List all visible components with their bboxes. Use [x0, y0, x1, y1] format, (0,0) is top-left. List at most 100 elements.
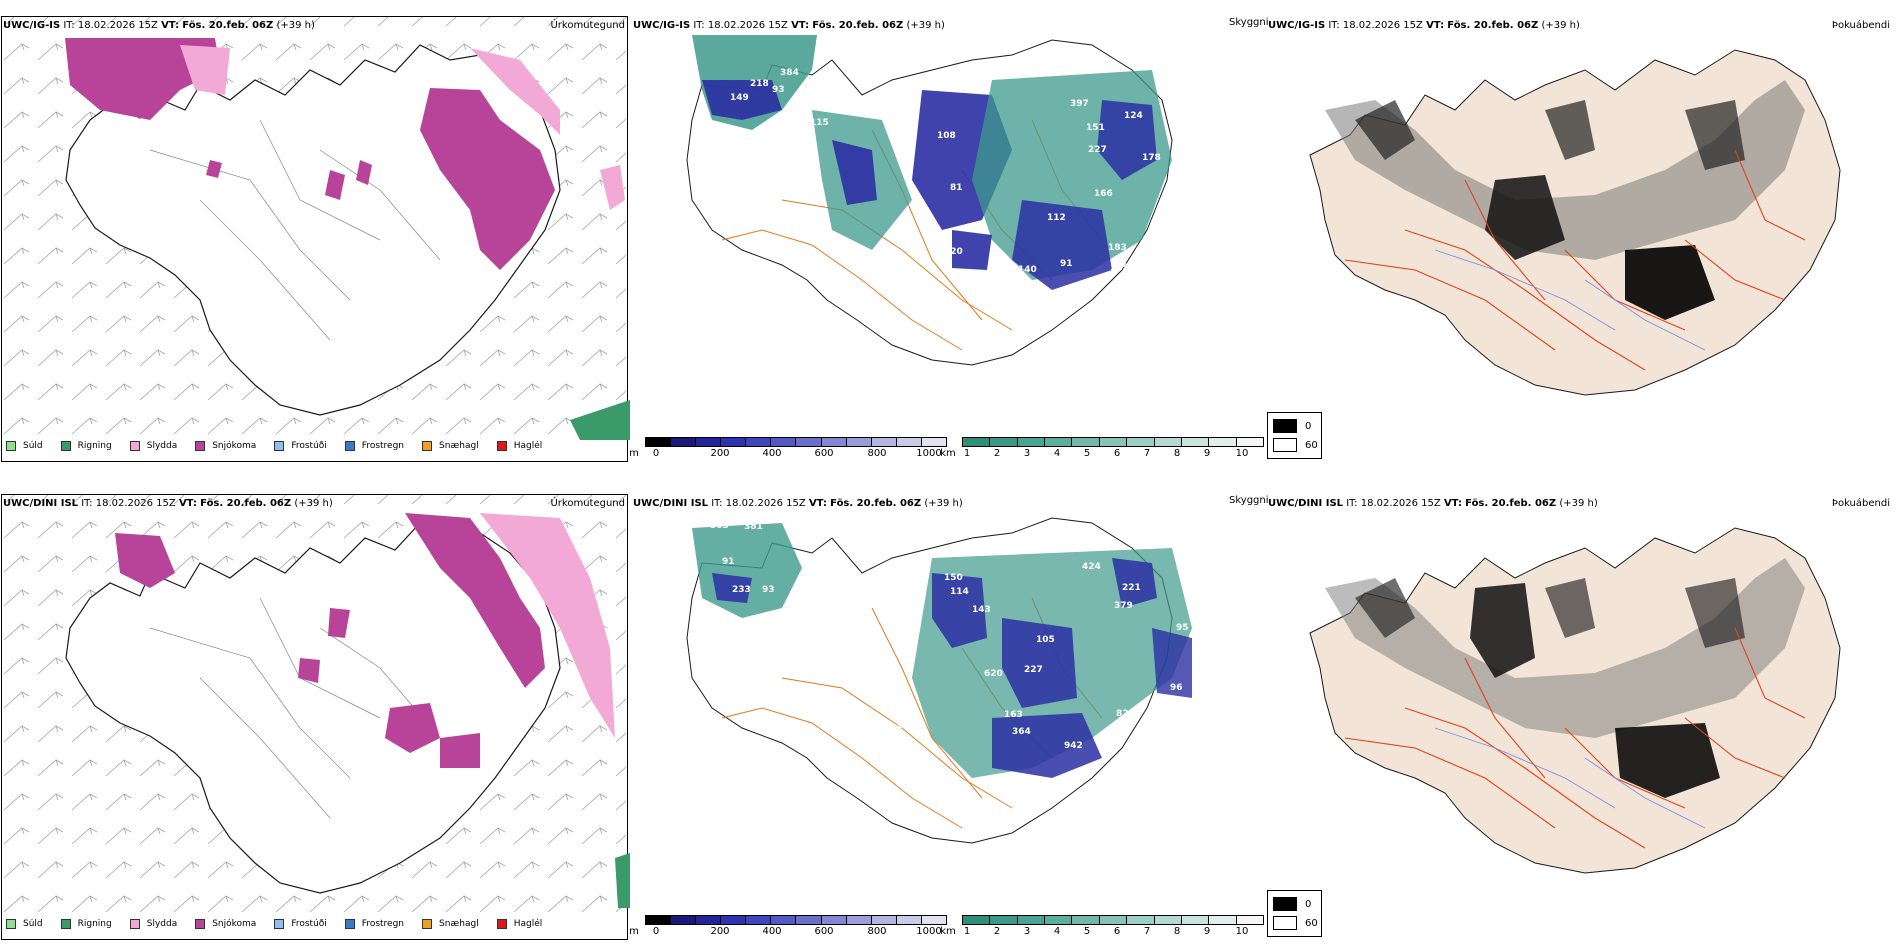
legend-swatch — [6, 441, 16, 451]
precip-type-legend: Súld Rigning Slydda Snjókoma Frostúði Fr… — [6, 438, 560, 454]
panel-header: UWC/DINI ISL IT: 18.02.2026 15Z VT: Fös.… — [3, 498, 333, 509]
map-value-label: 91 — [722, 557, 735, 567]
precip-map — [2, 17, 630, 440]
map-value-label: 221 — [1122, 583, 1141, 593]
map-value-label: 151 — [1086, 123, 1105, 133]
map-value-label: 115 — [810, 118, 829, 128]
legend-swatch — [129, 919, 140, 929]
map-value-label: 149 — [730, 93, 749, 103]
map-value-label: 143 — [972, 605, 991, 615]
panel-title: Skyggni — [1229, 17, 1269, 28]
map-value-label: 105 — [1036, 635, 1055, 645]
legend-swatch — [60, 919, 71, 929]
legend-swatch — [496, 441, 507, 451]
tick-label: 1000 — [916, 448, 942, 459]
legend-swatch — [1273, 916, 1297, 930]
cloudbase-colorbar: m 0 200 400 600 800 1000 — [629, 437, 947, 459]
colorbar-unit: m — [629, 448, 639, 459]
visibility-map: 503 381 91 233 93 150 114 143 620 227 10… — [686, 517, 1211, 844]
tick-label: 2 — [993, 448, 1001, 459]
map-value-label: 96 — [1170, 683, 1183, 693]
tick-label: 5 — [1083, 926, 1091, 937]
panel-header: UWC/IG-IS IT: 18.02.2026 15Z VT: Fös. 20… — [1268, 20, 1580, 31]
tick-label: 7 — [1143, 926, 1151, 937]
map-frame — [1, 16, 628, 462]
tick-label: 9 — [1203, 926, 1211, 937]
tick-label: 4 — [1053, 926, 1061, 937]
panel-title: Úrkomutegund — [550, 20, 625, 31]
tick-label: 200 — [710, 926, 730, 937]
fog-map — [1309, 527, 1841, 874]
map-value-label: 111 — [904, 243, 923, 253]
legend-item: Frostúði — [274, 441, 327, 451]
map-value-label: 120 — [944, 247, 963, 257]
tick-label: 4 — [1053, 448, 1061, 459]
legend-swatch — [6, 919, 16, 929]
panel-header: UWC/IG-IS IT: 18.02.2026 15Z VT: Fös. 20… — [633, 20, 945, 31]
tick-label: 1 — [963, 448, 971, 459]
map-value-label: 115 — [1110, 263, 1129, 273]
legend-item: Frostregn — [344, 441, 404, 451]
visibility-map: 149 218 384 93 115 108 81 120 111 140 91… — [686, 35, 1209, 366]
visibility-colorbar: km 1 2 3 4 5 6 7 8 9 10 — [940, 915, 1264, 937]
map-value-label: 178 — [1142, 153, 1161, 163]
panel-title: Úrkomutegund — [550, 498, 625, 509]
tick-label: 800 — [867, 448, 887, 459]
tick-label: 7 — [1143, 448, 1151, 459]
map-value-label: 105 — [1190, 179, 1209, 189]
map-value-label: 163 — [1004, 710, 1023, 720]
visibility-panel: 149 218 384 93 115 108 81 120 111 140 91… — [629, 0, 1268, 472]
tick-label: 5 — [1083, 448, 1091, 459]
map-value-label: 95 — [1176, 623, 1189, 633]
legend-item: Súld — [6, 919, 43, 929]
map-value-label: 166 — [1094, 189, 1113, 199]
legend-swatch — [274, 919, 285, 929]
precip-type-panel: UWC/DINI ISL IT: 18.02.2026 15Z VT: Fös.… — [0, 478, 631, 950]
tick-label: 800 — [867, 926, 887, 937]
map-value-label: 227 — [1024, 665, 1043, 675]
legend-swatch — [496, 919, 507, 929]
map-value-label: 140 — [1018, 265, 1037, 275]
legend-item: Haglél — [496, 441, 542, 451]
legend-swatch — [422, 441, 433, 451]
map-value-label: 397 — [1070, 99, 1089, 109]
map-value-label: 108 — [937, 131, 956, 141]
colorbar-unit: m — [629, 926, 639, 937]
visibility-labels: 149 218 384 93 115 108 81 120 111 140 91… — [730, 68, 1209, 275]
legend-swatch — [195, 919, 206, 929]
tick-label: 0 — [652, 448, 660, 459]
legend-item: Snjókoma — [195, 441, 256, 451]
cloudbase-colorbar: m 0 200 400 600 800 1000 — [629, 915, 947, 937]
legend-swatch — [344, 441, 355, 451]
tick-label: 3 — [1023, 926, 1031, 937]
precip-map — [2, 495, 630, 915]
legend-item: Snjókoma — [195, 919, 256, 929]
legend-item: Haglél — [496, 919, 542, 929]
map-value-label: 91 — [1060, 259, 1073, 269]
legend-swatch — [60, 441, 71, 451]
map-value-label: 379 — [1114, 601, 1133, 611]
tick-label: 6 — [1113, 926, 1121, 937]
fog-panel: UWC/IG-IS IT: 18.02.2026 15Z VT: Fös. 20… — [1265, 0, 1900, 472]
legend-item: Rigning — [60, 919, 112, 929]
tick-label: 6 — [1113, 448, 1121, 459]
visibility-labels: 503 381 91 233 93 150 114 143 620 227 10… — [710, 521, 1211, 751]
map-value-label: 384 — [780, 68, 799, 78]
legend-item: Snæhagl — [422, 919, 479, 929]
fog-panel: UWC/DINI ISL IT: 18.02.2026 15Z VT: Fös.… — [1265, 478, 1900, 950]
legend-item: Frostregn — [344, 919, 404, 929]
tick-label: 1000 — [916, 926, 942, 937]
tick-label: 200 — [710, 448, 730, 459]
tick-label: 400 — [762, 926, 782, 937]
panel-header: UWC/IG-IS IT: 18.02.2026 15Z VT: Fös. 20… — [3, 20, 315, 31]
tick-label: 600 — [814, 926, 834, 937]
map-value-label: 114 — [950, 587, 969, 597]
map-value-label: 503 — [710, 521, 729, 531]
map-frame — [1, 494, 628, 940]
tick-label: 8 — [1173, 926, 1181, 937]
legend-swatch — [422, 919, 433, 929]
map-value-label: 133 — [896, 721, 915, 731]
legend-swatch — [344, 919, 355, 929]
tick-label: 0 — [652, 926, 660, 937]
